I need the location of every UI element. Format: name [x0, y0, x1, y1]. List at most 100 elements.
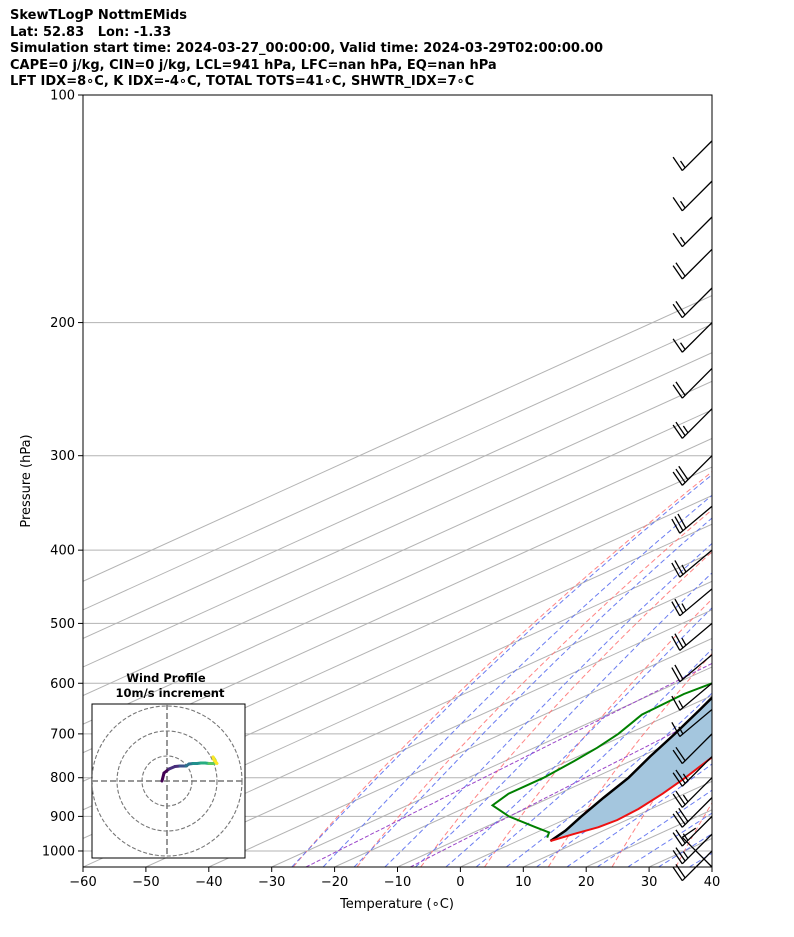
dry-adiabat-line [740, 95, 794, 867]
x-tick-label: 20 [578, 875, 595, 890]
wind-barb [672, 756, 713, 787]
x-axis-label: Temperature (∘C) [339, 897, 454, 912]
barb-half-flag [682, 425, 689, 434]
isotherm-line [83, 580, 712, 867]
barb-half-flag [679, 236, 686, 245]
wind-barb [672, 777, 713, 808]
barb-half-flag [679, 160, 686, 169]
dry-adiabat-line [420, 551, 712, 867]
dry-adiabat-line [292, 471, 712, 867]
moist-adiabat-line [475, 648, 712, 867]
y-tick-label: 900 [50, 810, 75, 825]
barb-staff [679, 654, 713, 683]
title-indices-2: LFT IDX=8∘C, K IDX=-4∘C, TOTAL TOTS=41∘C… [10, 74, 475, 89]
inset-subtitle: 10m/s increment [116, 686, 225, 700]
x-tick-label: −30 [258, 875, 285, 890]
x-tick-label: 10 [515, 875, 532, 890]
title-times: Simulation start time: 2024-03-27_00:00:… [10, 41, 603, 56]
y-tick-label: 100 [50, 89, 75, 104]
barb-half-flag [678, 726, 684, 735]
barb-flag [671, 722, 681, 737]
title-indices-1: CAPE=0 j/kg, CIN=0 j/kg, LCL=941 hPa, LF… [10, 57, 497, 73]
wind-barb [672, 833, 713, 865]
wind-barb [672, 797, 713, 828]
barb-staff [679, 622, 713, 651]
barb-half-flag [682, 794, 689, 803]
barb-flag [674, 598, 684, 614]
wind-barb [672, 322, 713, 353]
wind-barb [672, 216, 713, 248]
barb-flag [671, 635, 681, 651]
barb-half-flag [681, 564, 687, 573]
barb-staff [681, 322, 713, 353]
barb-half-flag [681, 637, 687, 646]
wind-barb [672, 287, 713, 319]
barb-staff [679, 588, 713, 617]
barb-flag [672, 749, 683, 764]
barb-staff [681, 815, 713, 847]
barb-flag [672, 832, 683, 847]
barb-flag [672, 424, 683, 439]
wind-barb [672, 733, 713, 765]
isotherm-line [83, 437, 712, 725]
barb-staff [681, 836, 713, 868]
x-tick-label: −10 [384, 875, 411, 890]
barb-flag [675, 381, 686, 396]
barb-staff [679, 709, 713, 738]
barb-staff [681, 216, 713, 248]
wind-barb [671, 588, 713, 617]
barb-staff [679, 682, 713, 711]
barb-flag [674, 560, 684, 575]
barb-flag [675, 468, 686, 483]
barb-flag [675, 769, 686, 784]
barb-half-flag [682, 851, 689, 859]
title-station: SkewTLogP NottmEMids [10, 8, 188, 23]
barb-flag [672, 232, 683, 248]
isotherm-line [208, 637, 712, 867]
x-tick-label: −20 [321, 875, 348, 890]
wind-barb [672, 408, 713, 439]
barb-staff [681, 248, 713, 280]
isotherm-line [271, 666, 712, 867]
barb-flag [671, 667, 681, 683]
dewpoint-line [490, 682, 712, 838]
wind-barb [671, 622, 713, 651]
barb-half-flag [678, 700, 684, 709]
barb-flag [671, 601, 681, 617]
barb-staff [679, 505, 713, 534]
barb-half-flag [682, 833, 689, 841]
x-tick-label: −40 [195, 875, 222, 890]
barb-flag [672, 772, 683, 787]
y-tick-label: 300 [50, 449, 75, 464]
wind-barb [672, 140, 713, 172]
wind-barb [672, 248, 713, 280]
inset-title: Wind Profile [126, 671, 206, 685]
temperature-line [550, 756, 712, 842]
wind-barb [671, 505, 713, 534]
y-tick-label: 500 [50, 617, 75, 632]
title-location: Lat: 52.83 Lon: -1.33 [10, 24, 172, 40]
barb-flag [671, 695, 681, 711]
x-tick-label: 0 [456, 875, 464, 890]
wind-profile-inset: Wind Profile 10m/s increment [91, 671, 246, 859]
barb-staff [681, 408, 713, 439]
wind-barb [672, 455, 713, 486]
isotherm-line [83, 323, 712, 611]
wind-barb [671, 682, 713, 711]
hodograph-segment [212, 758, 219, 765]
barb-staff [681, 367, 713, 399]
isotherm-line [83, 380, 712, 668]
barb-flag [672, 471, 683, 486]
barb-half-flag [682, 773, 689, 781]
barb-flag [672, 338, 683, 353]
moist-adiabat-line [322, 494, 712, 867]
moist-adiabat-line [415, 572, 712, 867]
isotherm-line [711, 866, 712, 867]
wind-barb [671, 654, 713, 683]
wind-barb [672, 367, 713, 399]
y-tick-label: 200 [50, 316, 75, 331]
barb-flag [675, 421, 686, 436]
moist-adiabat-line [720, 95, 794, 867]
x-tick-label: −50 [132, 875, 159, 890]
